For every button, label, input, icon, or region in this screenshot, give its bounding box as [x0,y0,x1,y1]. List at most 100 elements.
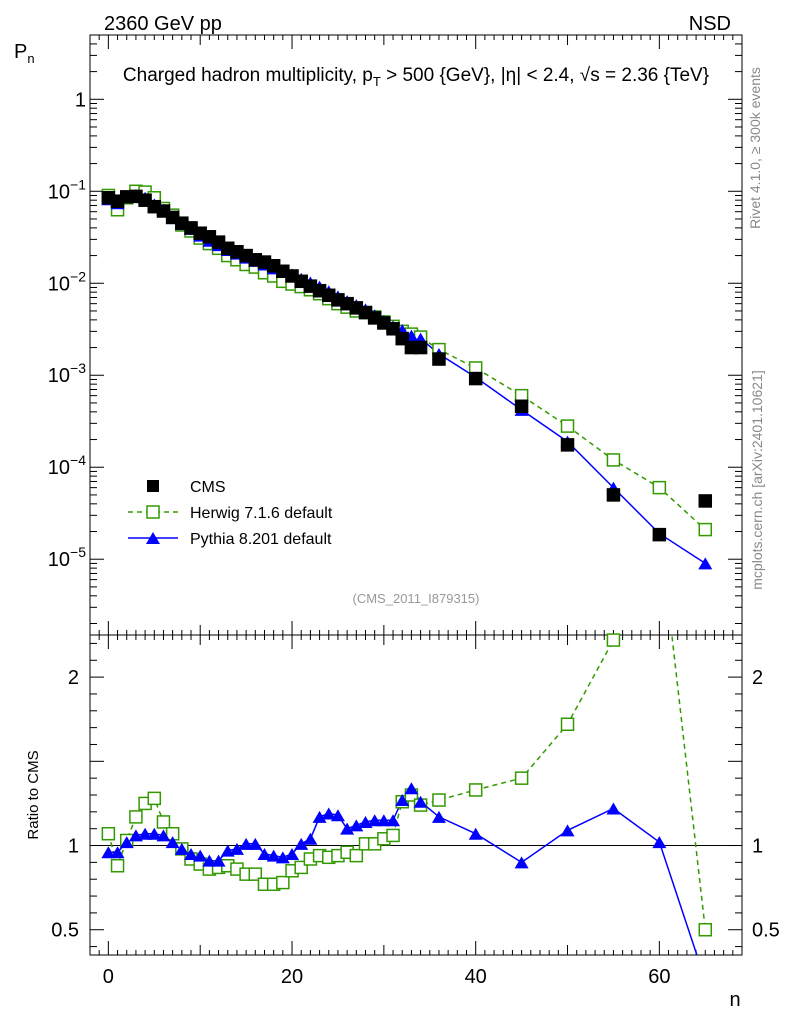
lower-y-tick-label-left: 1 [68,836,79,858]
pythia-ratio-point [652,836,667,849]
pythia-ratio-point [266,849,281,862]
x-tick-label: 0 [103,966,114,988]
lower-y-tick-label-left: 2 [68,667,79,689]
legend-cms-marker [147,480,159,492]
pythia-ratio-point [101,846,116,859]
cms-point [652,527,667,542]
pythia-ratio-point [174,842,189,855]
herwig-ratio-point [514,771,529,785]
lower-y-tick-label-right: 0.5 [752,920,780,942]
pythia-ratio-point [349,819,364,832]
herwig-point [560,419,575,433]
cms-point [413,340,428,355]
lower-y-tick-label-right: 1 [752,836,763,858]
cms-point [514,399,529,414]
pythia-ratio-point [211,854,226,867]
pythia-ratio-point [239,837,254,850]
header-left: 2360 GeV pp [104,13,222,35]
lower-y-tick-label-left: 0.5 [51,920,79,942]
cms-point [468,371,483,386]
upper-series [101,184,713,570]
pythia-ratio-point [193,849,208,862]
pythia-ratio-point [119,836,134,849]
x-tick-label: 60 [648,966,670,988]
lower-series [101,633,713,955]
side-label-mcplots: mcplots.cern.ch [arXiv:2401.10621] [749,370,765,589]
herwig-ratio-point [101,826,116,841]
cms-point [386,322,400,336]
herwig-ratio-point [349,848,364,863]
pythia-ratio-point [514,856,529,869]
herwig-ratio-point [110,858,125,873]
herwig-point [698,522,713,537]
upper-axes: 1 10−1 10−2 10−3 10−4 10−5 [48,34,743,635]
herwig-ratio-point [147,791,162,806]
herwig-ratio-point [606,633,621,647]
pythia-ratio-point [202,854,217,867]
herwig-ratio-point [432,793,446,807]
pythia-ratio-point [165,836,180,849]
header-right: NSD [689,13,731,35]
cms-point [606,488,621,502]
pythia-ratio-point [257,847,272,860]
x-tick-label: 40 [465,966,487,988]
chart-title: Charged hadron multiplicity, pT > 500 {G… [123,65,709,89]
pythia-ratio-point [184,847,199,860]
x-axis-label: n [729,989,740,1011]
herwig-ratio-point [386,828,400,843]
pythia-ratio-point [294,837,309,850]
pythia-ratio-point [431,810,446,823]
upper-y-tick-label: 1 [75,89,86,111]
analysis-watermark: (CMS_2011_I879315) [353,591,480,606]
pythia-ratio-point [147,827,162,840]
upper-ylabel: Pn [14,41,35,66]
pythia-ratio-point [413,795,428,808]
pythia-ratio-point [303,832,318,845]
pythia-ratio-point [560,824,575,837]
pythia-ratio-point [330,809,345,822]
lower-y-tick-label-right: 2 [752,667,763,689]
pythia-ratio-point [386,814,401,827]
legend-pythia-label: Pythia 8.201 default [190,531,332,548]
upper-y-tick-label: 10−3 [48,360,86,387]
lower-axes: 0 20 40 60 0.5 0.5 1 1 2 2 [51,635,780,988]
lower-ylabel: Ratio to CMS [25,750,42,839]
pythia-ratio-point [285,847,300,860]
legend-herwig-label: Herwig 7.1.6 default [190,505,333,522]
upper-y-tick-label: 10−5 [48,544,86,571]
pythia-ratio-point [395,794,410,807]
pythia-ratio-point [248,837,263,850]
legend-herwig-marker [146,505,160,519]
legend-cms-label: CMS [190,479,226,496]
herwig-ratio-point [248,867,263,881]
legend-pythia-marker [146,532,160,544]
pythia-ratio-point [340,822,355,835]
upper-y-tick-label: 10−1 [48,176,86,203]
pythia-ratio-point [312,810,327,823]
x-tick-label: 20 [281,966,303,988]
herwig-ratio-point [698,922,713,937]
upper-y-tick-label: 10−4 [48,452,86,479]
pythia-ratio-point [229,842,244,855]
pythia-ratio-point [468,827,483,840]
cms-point [560,438,575,452]
herwig-point [606,453,621,467]
herwig-ratio-point [156,815,171,829]
herwig-ratio-point [276,875,290,890]
side-label-rivet: Rivet 4.1.0, ≥ 300k events [747,67,763,229]
pythia-ratio-point [138,827,153,840]
pythia-ratio-line [108,787,698,955]
pythia-ratio-point [404,782,419,795]
pythia-ratio-point [367,814,382,827]
herwig-ratio-point [129,810,143,824]
herwig-point [652,480,667,495]
pythia-ratio-point [275,851,290,864]
pythia-ratio-point [321,807,336,820]
pythia-ratio-point [156,829,171,842]
herwig-ratio-point [560,717,575,732]
upper-y-tick-label: 10−2 [48,268,86,295]
pythia-ratio-point [376,814,391,827]
cms-point [698,494,713,508]
legend: CMS Herwig 7.1.6 default Pythia 8.201 de… [128,479,333,548]
